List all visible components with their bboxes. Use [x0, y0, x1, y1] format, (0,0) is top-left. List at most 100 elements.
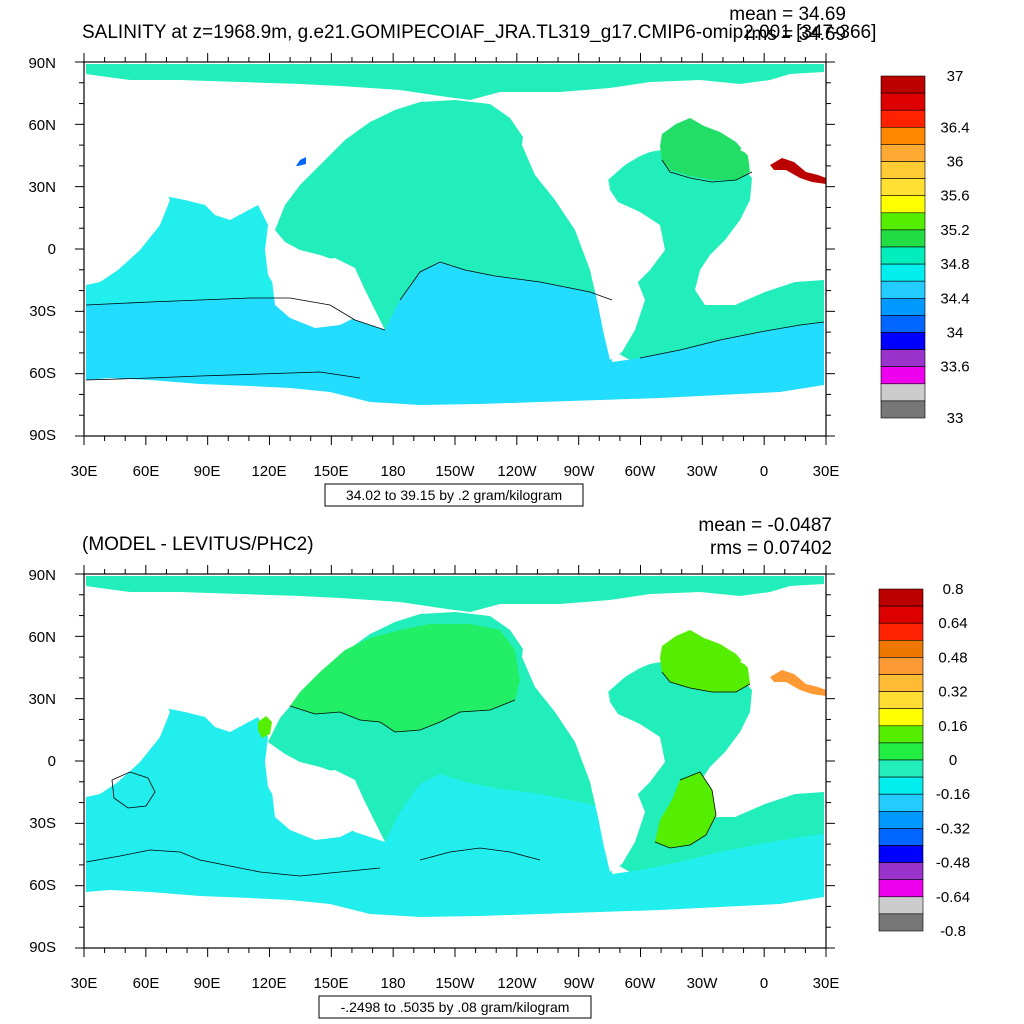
colorbar-label: 34 [947, 325, 964, 342]
bottom-region-arctic [86, 576, 824, 612]
colorbar-label: 33 [947, 410, 964, 427]
colorbar-label: -0.32 [936, 820, 970, 837]
bottom-lon-label: 60E [133, 975, 160, 992]
bottom-region-okhotsk [258, 716, 272, 738]
top-lon-label: 180 [380, 463, 405, 480]
top-region-north-pacific [300, 102, 530, 194]
colorbar-label: -0.48 [936, 855, 970, 872]
top-panel-mean: mean = 34.69 [729, 4, 846, 25]
top-lat-label: 30S [29, 303, 56, 320]
top-ticks [75, 53, 835, 445]
top-info-box [324, 483, 584, 507]
bottom-contour-south-atlantic [654, 771, 717, 849]
bottom-land-europe [740, 608, 824, 687]
bottom-lon-label: 60W [625, 975, 657, 992]
colorbar-swatch [878, 674, 924, 692]
colorbar-swatch [878, 708, 924, 727]
top-lon-label: 0 [760, 463, 768, 480]
colorbar-label: 0.16 [938, 718, 967, 735]
colorbar-swatch [880, 127, 926, 145]
bottom-lon-labels: 30E 60E 90E 120E 150E 180 150W 120W 90W … [71, 975, 840, 992]
colorbar-swatch [878, 639, 924, 658]
bottom-panel-title: (MODEL - LEVITUS/PHC2) [82, 534, 314, 555]
colorbar-swatch [878, 793, 924, 812]
bottom-lon-label: 30W [687, 975, 719, 992]
top-colorbar: 37 36.4 36 35.6 35.2 34.8 34.4 34 33.6 33 [880, 68, 970, 427]
colorbar-label: 35.6 [940, 188, 969, 205]
top-lat-label: 30N [28, 179, 56, 196]
top-lon-label: 120E [251, 463, 286, 480]
colorbar-swatch [880, 297, 926, 316]
top-region-atlantic [608, 148, 824, 360]
colorbar-swatch [878, 810, 924, 829]
colorbar-label: 0.8 [943, 581, 964, 598]
top-lon-labels: 30E 60E 90E 120E 150E 180 150W 120W 90W … [71, 463, 840, 480]
top-map [84, 62, 826, 436]
colorbar-swatch [880, 383, 926, 402]
top-land-europe [740, 96, 824, 175]
colorbar-swatch [878, 862, 924, 880]
colorbar-swatch [878, 725, 924, 744]
top-lat-label: 60S [29, 365, 56, 382]
bottom-land-eurasia [86, 596, 350, 720]
bottom-lon-label: 30E [813, 975, 840, 992]
colorbar-label: -0.64 [936, 889, 970, 906]
bottom-lon-label: 150W [435, 975, 475, 992]
colorbar-label: 35.2 [940, 222, 969, 239]
colorbar-swatch [878, 913, 924, 932]
top-contour-southern [85, 297, 386, 331]
top-panel: SALINITY at z=1968.9m, g.e21.GOMIPECOIAF… [28, 4, 970, 507]
colorbar-swatch [880, 400, 926, 419]
bottom-lat-label: 30N [28, 691, 56, 708]
bottom-ticks [75, 565, 835, 957]
top-region-north-atlantic [660, 118, 750, 180]
top-lon-label: 90W [564, 463, 596, 480]
bottom-region-north-atlantic [660, 630, 750, 692]
bottom-panel: (MODEL - LEVITUS/PHC2) mean = -0.0487 rm… [28, 515, 970, 1019]
colorbar-swatch [878, 742, 924, 761]
colorbar-swatch [880, 178, 926, 197]
colorbar-swatch [880, 229, 926, 248]
colorbar-swatch [880, 315, 926, 333]
top-info-text: 34.02 to 39.15 by .2 gram/kilogram [346, 487, 562, 503]
top-lon-label: 30E [813, 463, 840, 480]
bottom-lon-label: 150E [313, 975, 348, 992]
colorbar-swatch [878, 879, 924, 898]
top-lat-label: 0 [48, 241, 56, 258]
colorbar-swatch [880, 212, 926, 231]
colorbar-label: 0.48 [938, 649, 967, 666]
top-lat-label: 90N [28, 55, 56, 72]
bottom-region-mediterranean [770, 670, 826, 696]
top-land-eurasia [86, 84, 350, 208]
colorbar-swatch [878, 776, 924, 795]
top-panel-title: SALINITY at z=1968.9m, g.e21.GOMIPECOIAF… [82, 22, 876, 43]
colorbar-swatch [880, 263, 926, 282]
top-contour-south-atlantic [639, 321, 825, 359]
colorbar-label: 34.8 [940, 256, 969, 273]
bottom-lon-label: 0 [760, 975, 768, 992]
colorbar-label: 37 [947, 68, 964, 85]
top-lon-label: 60W [625, 463, 657, 480]
top-region-mediterranean [770, 158, 826, 184]
top-panel-rms: rms = 34.69 [745, 24, 846, 45]
top-land-australia [272, 258, 365, 328]
colorbar-swatch [880, 75, 926, 94]
top-lat-label: 60N [28, 117, 56, 134]
colorbar-label: 33.6 [940, 359, 969, 376]
bottom-lat-labels: 90N 60N 30N 0 30S 60S 90S [28, 567, 56, 956]
top-lon-label: 30W [687, 463, 719, 480]
bottom-land-africa [86, 680, 170, 797]
top-lat-label: 90S [29, 427, 56, 444]
bottom-lat-label: 90N [28, 567, 56, 584]
colorbar-swatch [880, 195, 926, 214]
top-land-antarctica [84, 384, 826, 436]
bottom-lon-label: 120W [497, 975, 537, 992]
top-land-africa [86, 168, 170, 285]
colorbar-swatch [878, 759, 924, 778]
bottom-lon-label: 90W [564, 975, 596, 992]
bottom-land-antarctica [84, 896, 826, 948]
bottom-info-text: -.2498 to .5035 by .08 gram/kilogram [341, 999, 570, 1015]
top-lat-labels: 90N 60N 30N 0 30S 60S 90S [28, 55, 56, 444]
bottom-contour-north-pacific [289, 699, 516, 733]
